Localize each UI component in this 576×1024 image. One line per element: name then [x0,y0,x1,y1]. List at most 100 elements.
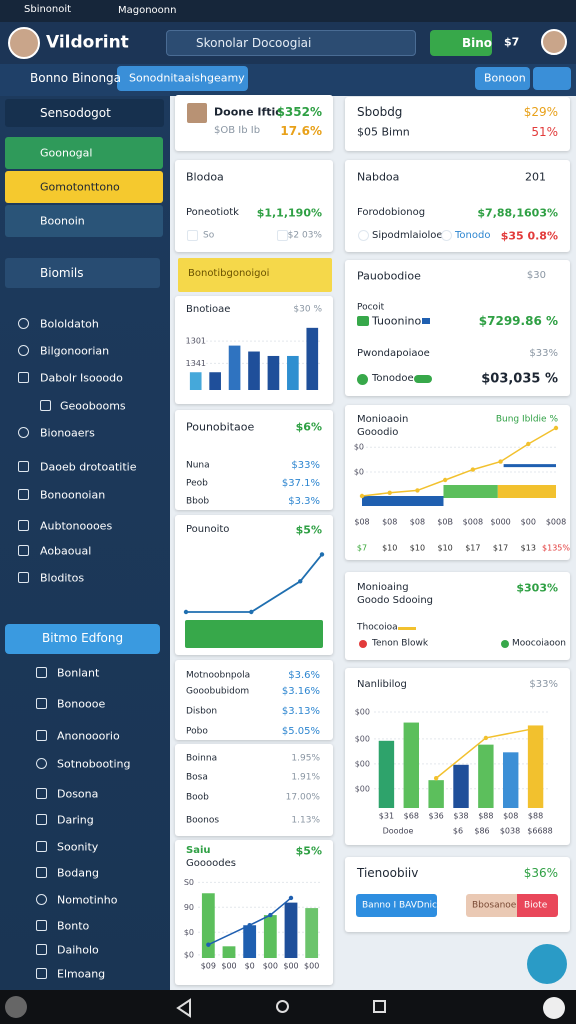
button-label[interactable]: Banno I BAVDnic [362,900,437,911]
label: $5.05% [281,726,320,737]
sidebar-pill-label[interactable]: Goonogal [40,146,93,160]
fab[interactable] [527,944,567,984]
icon [18,545,29,556]
sidebar-section-label[interactable]: Biomils [40,266,84,280]
avatar[interactable] [541,29,567,55]
sidebar-pill-label[interactable]: Boonoin [40,214,85,228]
action-button[interactable] [517,894,558,917]
y-tick-label: S0 [184,878,194,887]
sidebar-item[interactable]: Dosona [57,787,99,801]
button-label[interactable]: Bonoon [484,71,526,85]
label: Bbob [186,496,210,507]
nav-icon[interactable] [5,996,27,1018]
nav-back[interactable] [176,998,191,1018]
banner[interactable] [178,258,332,292]
icon [36,894,47,905]
primary-button[interactable] [430,30,492,56]
line-point [247,923,252,928]
sidebar-item[interactable]: Bonlant [57,666,100,680]
sidebar-active[interactable] [5,624,160,654]
label: $7,88,1603% [477,206,558,220]
nav-icon[interactable] [543,997,565,1019]
sidebar-item[interactable]: Bololdatoh [40,317,99,331]
sidebar-header[interactable] [5,99,164,127]
label: $05 Bimn [357,125,410,139]
sidebar-pill[interactable] [5,205,163,237]
sidebar-item[interactable]: Aobaoual [40,544,92,558]
sidebar-item[interactable]: Elmoang [57,967,106,981]
y-tick-label: 1301 [186,337,206,346]
sidebar-item[interactable]: Soonity [57,840,99,854]
sidebar-item[interactable]: Geoobooms [60,399,126,413]
sidebar-item[interactable]: Bonto [57,919,90,933]
button-label[interactable]: Bino [462,36,493,50]
footer-label: $6 [453,827,463,836]
sidebar-item[interactable]: Bloditos [40,571,85,585]
label: Bosa [186,772,208,783]
search-text[interactable]: Skonolar Docoogiai [196,36,312,50]
nav-recent[interactable] [373,1000,386,1013]
tab: Sbinonoit [24,4,72,15]
x-tick-label: $00 [521,518,536,527]
x-tick-label: $008 [463,518,483,527]
icon [36,968,47,979]
x-tick-label: $08 [354,518,369,527]
label: Thocoioa [357,622,398,633]
sidebar-item[interactable]: Bodang [57,866,99,880]
total-label: $135% [542,544,570,553]
sidebar-item[interactable]: Sotnobooting [57,757,131,771]
label: 1.95% [291,753,320,764]
toggle[interactable] [414,375,432,383]
x-tick-label: $0 [245,962,255,971]
label: Goooodes [186,858,236,869]
label: $29% [523,105,558,119]
sidebar-item[interactable]: Dabolr Isooodo [40,371,123,385]
sidebar-item[interactable]: Bonoooe [57,697,106,711]
sidebar-item[interactable]: Bonoonoian [40,488,106,502]
icon-button[interactable] [533,67,571,90]
label: $33% [529,348,558,359]
toolbar-button[interactable] [475,67,530,90]
sidebar-active-label[interactable]: Bitmo Edfong [42,631,124,645]
toolbar-button[interactable] [117,66,248,91]
sidebar-pill-label[interactable]: Gomotonttono [40,180,120,194]
icon [36,944,47,955]
search-box[interactable] [166,30,416,56]
label: 17.6% [280,124,322,138]
sidebar-item[interactable]: Bilgonoorian [40,344,110,358]
sidebar-item[interactable]: Bionoaers [40,426,95,440]
line-point [288,895,294,901]
line-point [442,477,448,483]
sidebar-item[interactable]: Anonooorio [57,729,120,743]
sidebar-item[interactable]: Aubtonoooes [40,519,113,533]
sidebar-item[interactable]: Daiholo [57,943,99,957]
sidebar-section[interactable] [5,258,160,288]
card [345,97,570,151]
x-tick-label: $00 [221,962,236,971]
sidebar-pill[interactable] [5,137,163,169]
action-button[interactable] [466,894,517,917]
icon [36,841,47,852]
sidebar-pill[interactable] [5,171,163,203]
label: $33% [529,679,558,690]
x-tick-label: $68 [404,812,419,821]
line-point [298,579,303,584]
banner-text[interactable]: Bonotibgonoigoi [188,268,270,279]
action-button[interactable] [356,894,437,917]
sidebar-item[interactable]: Daring [57,813,94,827]
x-tick-label: $0B [437,518,453,527]
sidebar-item[interactable]: Nomotinho [57,893,118,907]
button-label[interactable]: Bbosanoe [472,900,517,911]
icon [18,372,29,383]
icon [18,318,29,329]
x-tick-label: $88 [478,812,493,821]
sidebar-item[interactable]: Daoeb drotoatitie [40,460,137,474]
button-label[interactable]: Sonodnitaaishgeamy [129,71,245,85]
bar [263,915,277,958]
label: Peob [186,478,208,489]
icon [36,667,47,678]
card [175,744,333,836]
avatar[interactable] [8,27,40,59]
nav-home[interactable] [276,1000,289,1013]
button-label[interactable]: Biote [524,900,548,911]
